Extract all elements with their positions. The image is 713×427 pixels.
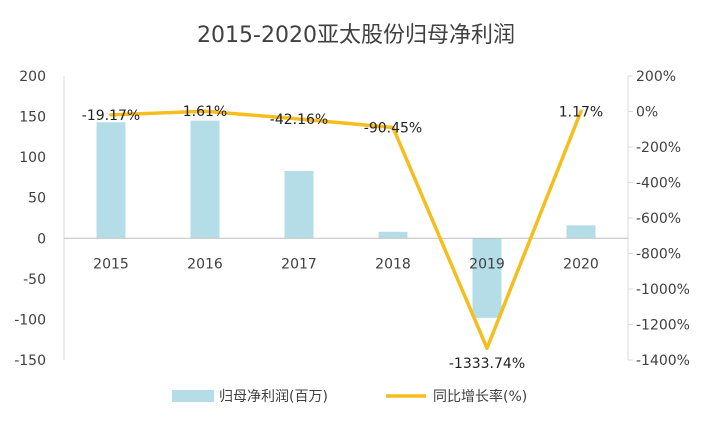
bar-series bbox=[96, 120, 596, 318]
line-data-label-2015: -19.17% bbox=[82, 108, 140, 124]
category-label-2018: 2018 bbox=[375, 256, 411, 272]
category-label-2015: 2015 bbox=[93, 256, 129, 272]
left-tick-label: -50 bbox=[23, 272, 46, 288]
left-tick-label: 100 bbox=[19, 150, 46, 166]
right-tick-label: -1000% bbox=[636, 282, 690, 298]
legend-bar-swatch bbox=[172, 390, 214, 402]
growth-rate-line bbox=[109, 109, 583, 350]
line-series bbox=[109, 109, 583, 350]
category-label-2017: 2017 bbox=[281, 256, 317, 272]
right-tick-label: -1200% bbox=[636, 318, 690, 334]
legend-bar-label: 归母净利润(百万) bbox=[219, 388, 328, 405]
left-tick-label: -150 bbox=[14, 353, 46, 369]
bar-2019 bbox=[472, 238, 502, 318]
chart-title: 2015-2020亚太股份归母净利润 bbox=[197, 23, 515, 48]
left-axis-ticks: 200 150 100 50 0 -50 -100 -150 bbox=[14, 69, 46, 369]
right-tick-label: -800% bbox=[636, 247, 681, 263]
left-tick-label: 200 bbox=[19, 69, 46, 85]
right-tick-label: -600% bbox=[636, 211, 681, 227]
right-tick-label: 0% bbox=[636, 105, 658, 121]
legend: 归母净利润(百万) 同比增长率(%) bbox=[172, 388, 527, 405]
category-label-2019: 2019 bbox=[469, 256, 505, 272]
bar-2020 bbox=[566, 225, 596, 239]
left-tick-label: 0 bbox=[37, 231, 46, 247]
line-data-label-2020: 1.17% bbox=[559, 104, 603, 120]
category-labels: 2015 2016 2017 2018 2019 2020 bbox=[93, 256, 599, 272]
left-tick-label: 50 bbox=[28, 191, 46, 207]
left-tick-label: 150 bbox=[19, 110, 46, 126]
left-tick-label: -100 bbox=[14, 312, 46, 328]
bar-2016 bbox=[190, 120, 220, 239]
right-tick-label: -1400% bbox=[636, 353, 690, 369]
legend-line-label: 同比增长率(%) bbox=[433, 388, 527, 405]
category-label-2016: 2016 bbox=[187, 256, 223, 272]
line-data-label-2018: -90.45% bbox=[364, 121, 422, 137]
right-tick-label: 200% bbox=[636, 69, 676, 85]
right-tick-label: -400% bbox=[636, 176, 681, 192]
right-tick-label: -200% bbox=[636, 140, 681, 156]
bar-2017 bbox=[284, 170, 314, 239]
line-data-label-2017: -42.16% bbox=[270, 112, 328, 128]
line-data-labels: -19.17% 1.61% -42.16% -90.45% -1333.74% 1.17% bbox=[82, 104, 603, 372]
line-data-label-2019: -1333.74% bbox=[449, 356, 525, 372]
bar-2018 bbox=[378, 231, 408, 239]
line-data-label-2016: 1.61% bbox=[183, 104, 227, 120]
category-label-2020: 2020 bbox=[563, 256, 599, 272]
right-axis-ticks: 200% 0% -200% -400% -600% -800% -1000% -1200% -1… bbox=[628, 69, 690, 369]
bar-2015 bbox=[96, 122, 126, 239]
